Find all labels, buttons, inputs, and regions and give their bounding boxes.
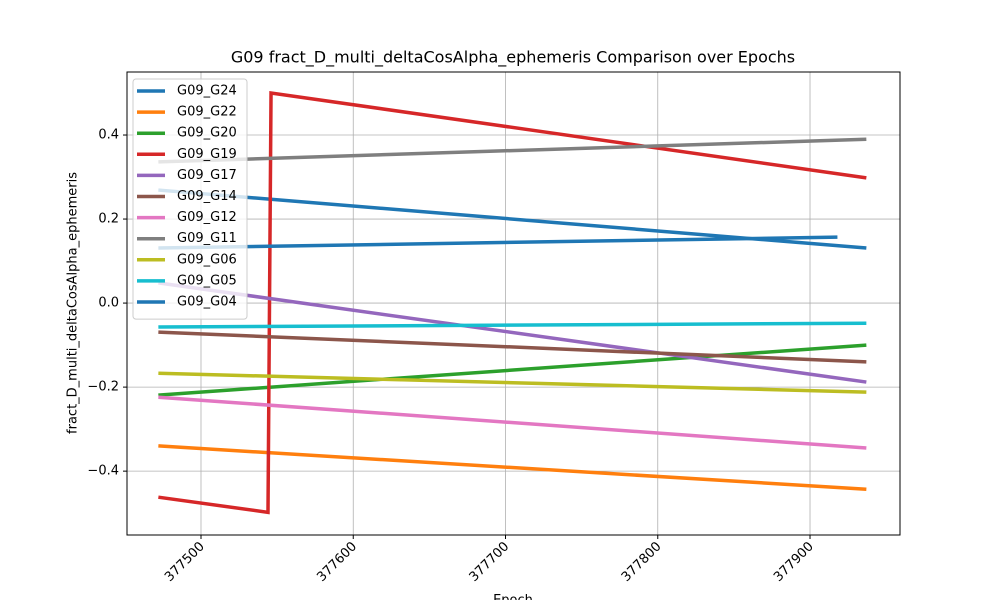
y-axis-label: fract_D_multi_deltaCosAlpha_ephemeris [66, 172, 81, 434]
y-tick-label: −0.4 [87, 464, 119, 479]
y-tick-label: 0.2 [98, 212, 119, 227]
x-tick-label: 377700 [467, 539, 513, 585]
series-line [158, 235, 838, 250]
legend-label: G09_G04 [177, 295, 237, 310]
series-line [158, 281, 867, 384]
legend-label: G09_G19 [177, 147, 237, 162]
legend-label: G09_G24 [177, 84, 237, 99]
legend-label: G09_G06 [177, 252, 237, 267]
x-tick-label: 377500 [162, 539, 208, 585]
series-line [158, 371, 867, 394]
plot-frame [126, 71, 901, 536]
legend-label: G09_G14 [177, 189, 237, 204]
series-line [158, 137, 867, 164]
legend-label: G09_G20 [177, 126, 237, 141]
legend-label: G09_G22 [177, 105, 237, 120]
legend-label: G09_G05 [177, 273, 237, 288]
y-tick-label: 0.4 [98, 128, 119, 143]
series-line [158, 444, 867, 491]
legend-label: G09_G12 [177, 210, 237, 225]
legend-label: G09_G11 [177, 231, 237, 246]
y-tick-label: −0.2 [87, 380, 119, 395]
series-line [158, 330, 867, 364]
legend-label: G09_G17 [177, 168, 237, 183]
y-tick-label: 0.0 [98, 296, 119, 311]
x-tick-label: 377600 [314, 539, 360, 585]
series-line [158, 395, 867, 450]
series-line [158, 321, 867, 329]
series-line [158, 343, 867, 397]
x-tick-label: 377900 [771, 539, 817, 585]
series-line [158, 90, 867, 515]
chart-title: G09 fract_D_multi_deltaCosAlpha_ephemeri… [231, 48, 795, 68]
x-tick-label: 377800 [619, 539, 665, 585]
x-axis-label: Epoch [493, 593, 533, 600]
